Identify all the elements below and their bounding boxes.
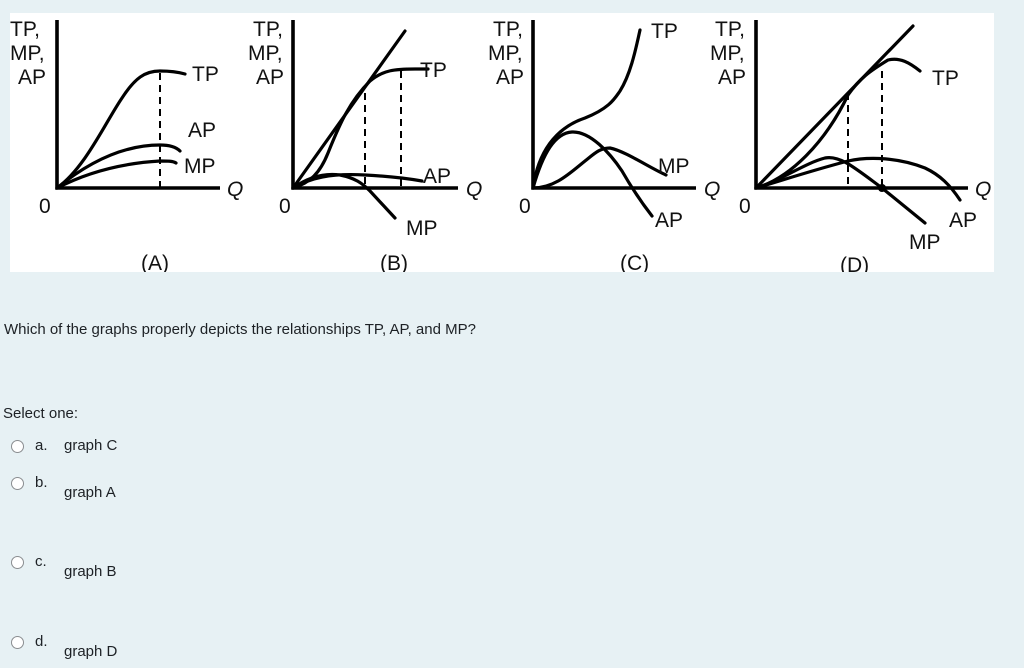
option-letter: b. — [35, 474, 48, 491]
option-text[interactable]: graph B — [64, 563, 117, 580]
option-letter: c. — [35, 553, 47, 570]
tp-curve — [531, 28, 642, 190]
radio-option-c[interactable] — [11, 556, 24, 569]
y-axis-label-line2: MP, — [248, 42, 283, 65]
mp-label: MP — [909, 231, 941, 254]
ap-label: AP — [188, 119, 216, 142]
tp-curve — [291, 67, 430, 190]
graphs-figure: TP, MP, AP 0 Q TP AP MP (A) TP, MP, AP 0… — [10, 13, 994, 272]
y-axis-label-line3: AP — [256, 66, 284, 89]
tp-label: TP — [192, 63, 219, 86]
option-text[interactable]: graph A — [64, 484, 116, 501]
y-axis-label-line3: AP — [18, 66, 46, 89]
origin-label: 0 — [519, 195, 531, 218]
tp-label: TP — [420, 59, 447, 82]
ap-curve — [754, 156, 962, 202]
mp-curve — [531, 146, 668, 190]
tp-curve — [55, 69, 187, 190]
y-axis-label-line3: AP — [496, 66, 524, 89]
option-letter: a. — [35, 437, 48, 454]
option-text[interactable]: graph D — [64, 643, 118, 660]
option-letter: d. — [35, 633, 48, 650]
caption-b: (B) — [380, 252, 408, 272]
graph-a: TP, MP, AP 0 Q TP AP MP (A) — [10, 18, 243, 272]
x-axis-label: Q — [704, 178, 720, 201]
caption-c: (C) — [620, 252, 649, 272]
graph-c: TP, MP, AP 0 Q TP MP AP (C) — [488, 18, 720, 272]
ap-curve — [55, 143, 182, 190]
x-axis-label: Q — [975, 178, 991, 201]
caption-a: (A) — [141, 252, 169, 272]
intersection-dot — [878, 184, 886, 192]
graphs-svg: TP, MP, AP 0 Q TP AP MP (A) TP, MP, AP 0… — [10, 18, 991, 272]
y-axis-label-line2: MP, — [710, 42, 745, 65]
axes — [291, 20, 458, 190]
ap-label: AP — [949, 209, 977, 232]
y-axis-label-line1: TP, — [493, 18, 523, 41]
y-axis-label-line3: AP — [718, 66, 746, 89]
tp-label: TP — [932, 67, 959, 90]
y-axis-label-line1: TP, — [715, 18, 745, 41]
graph-d: TP, MP, AP 0 Q TP AP MP (D) — [710, 18, 991, 272]
mp-label: MP — [406, 217, 438, 240]
radio-option-d[interactable] — [11, 636, 24, 649]
y-axis-label-line2: MP, — [10, 42, 45, 65]
radio-option-a[interactable] — [11, 440, 24, 453]
origin-label: 0 — [739, 195, 751, 218]
origin-label: 0 — [39, 195, 51, 218]
radio-option-b[interactable] — [11, 477, 24, 490]
option-text[interactable]: graph C — [64, 437, 118, 454]
ap-label: AP — [655, 209, 683, 232]
mp-label: MP — [184, 155, 216, 178]
select-one-prompt: Select one: — [3, 405, 79, 422]
mp-curve — [55, 159, 178, 190]
y-axis-label-line1: TP, — [10, 18, 40, 41]
mp-curve — [754, 155, 927, 225]
ray-line — [754, 24, 915, 190]
x-axis-label: Q — [227, 178, 243, 201]
mp-label: MP — [658, 155, 690, 178]
ap-label: AP — [423, 165, 451, 188]
y-axis-label-line1: TP, — [253, 18, 283, 41]
x-axis-label: Q — [466, 178, 482, 201]
graph-b: TP, MP, AP 0 Q TP AP MP (B) — [248, 18, 482, 272]
y-axis-label-line2: MP, — [488, 42, 523, 65]
tp-curve — [754, 57, 922, 190]
origin-label: 0 — [279, 195, 291, 218]
ap-curve — [531, 130, 654, 218]
axes — [754, 20, 968, 190]
caption-d: (D) — [840, 254, 869, 272]
question-text: Which of the graphs properly depicts the… — [4, 321, 476, 338]
tp-label: TP — [651, 20, 678, 43]
mp-curve — [291, 172, 397, 220]
